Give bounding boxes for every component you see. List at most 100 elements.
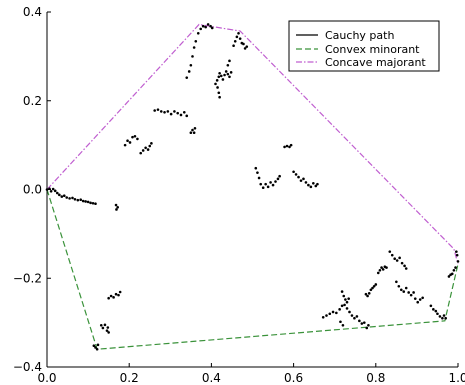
- cauchy-path-point: [60, 195, 64, 198]
- cauchy-path-point: [68, 197, 71, 200]
- cauchy-path-point: [112, 296, 115, 299]
- cauchy-path-point: [348, 310, 351, 314]
- cauchy-path-point: [105, 329, 109, 332]
- cauchy-path-point: [109, 294, 113, 298]
- cauchy-path-point: [335, 311, 338, 315]
- cauchy-path-point: [339, 320, 342, 324]
- cauchy-path-point: [302, 177, 305, 181]
- cauchy-path-point: [307, 183, 310, 187]
- cauchy-path-point: [223, 73, 226, 77]
- cauchy-path-point: [115, 208, 118, 211]
- cauchy-path-point: [185, 76, 189, 79]
- cauchy-path-point: [51, 187, 55, 191]
- cauchy-path-point: [297, 175, 300, 179]
- cauchy-path-point: [399, 288, 403, 292]
- cauchy-path-point: [62, 194, 66, 198]
- cauchy-path-point: [285, 144, 289, 148]
- cauchy-path-point: [156, 108, 160, 111]
- cauchy-path-point: [65, 196, 69, 199]
- cauchy-path-point: [228, 75, 231, 79]
- cauchy-path-point: [189, 131, 193, 134]
- cauchy-path-point: [187, 70, 191, 73]
- cauchy-path-point: [192, 131, 196, 134]
- cauchy-path-point: [114, 292, 118, 296]
- x-tick-label: 0.4: [202, 371, 221, 385]
- cauchy-path-point: [101, 326, 105, 330]
- cauchy-path-layer: [45, 23, 460, 351]
- cauchy-path-point: [338, 308, 341, 311]
- y-tick-label: −0.4: [13, 360, 42, 374]
- cauchy-path-point: [345, 307, 349, 310]
- cauchy-path-point: [94, 202, 97, 205]
- cauchy-path-point: [81, 199, 85, 203]
- x-tick-label: 0.0: [37, 371, 56, 385]
- legend-box: [288, 20, 440, 72]
- concave-majorant-line: [46, 23, 459, 265]
- concave-majorant-layer: [46, 23, 459, 265]
- cauchy-path-point: [378, 268, 382, 272]
- cauchy-path-point: [94, 346, 97, 349]
- legend: Cauchy path Convex minorant Concave majo…: [288, 20, 440, 72]
- cauchy-path-point: [176, 111, 179, 115]
- cauchy-path-point: [166, 110, 170, 113]
- cauchy-path-point: [395, 280, 398, 284]
- cauchy-path-point: [314, 184, 318, 188]
- cauchy-path-point: [215, 79, 219, 82]
- legend-label-convex-minorant: Convex minorant: [325, 43, 420, 56]
- cauchy-path-point: [343, 303, 346, 307]
- cauchy-path-point: [84, 200, 87, 203]
- cauchy-path-point: [71, 196, 74, 200]
- cauchy-path-point: [226, 63, 230, 67]
- cauchy-path-point: [144, 146, 147, 150]
- cauchy-path-point: [76, 198, 80, 202]
- y-tick-label: −0.2: [13, 271, 42, 285]
- cauchy-path-point: [276, 177, 280, 181]
- cauchy-path-point: [232, 44, 235, 48]
- x-tick-label: 0.6: [284, 371, 303, 385]
- cauchy-path-point: [235, 35, 239, 39]
- legend-label-cauchy-path: Cauchy path: [325, 29, 394, 42]
- cauchy-path-point: [271, 183, 275, 187]
- cauchy-path-point: [107, 296, 110, 300]
- cauchy-path-point: [73, 197, 77, 201]
- cauchy-path-point: [450, 272, 454, 276]
- cauchy-path-point: [201, 24, 205, 28]
- cauchy-path-point: [216, 86, 219, 89]
- cauchy-path-point: [407, 291, 410, 294]
- cauchy-path-point: [350, 314, 354, 317]
- x-tick-label: 0.2: [120, 371, 139, 385]
- cauchy-path-point: [150, 142, 153, 145]
- convex-minorant-line: [46, 189, 459, 350]
- cauchy-path-point: [91, 201, 95, 205]
- cauchy-path-point: [118, 290, 122, 294]
- cauchy-path-point: [347, 297, 350, 300]
- cauchy-path-point: [402, 290, 406, 293]
- cauchy-path-point: [304, 181, 308, 184]
- cauchy-path-point: [358, 319, 361, 323]
- cauchy-path-point: [218, 95, 221, 99]
- cauchy-path-point: [403, 264, 406, 268]
- cauchy-path-point: [196, 32, 200, 35]
- cauchy-path-point: [193, 126, 197, 130]
- cauchy-path-point: [245, 45, 249, 48]
- cauchy-path-point: [441, 316, 444, 320]
- cauchy-path-point: [436, 312, 439, 316]
- cauchy-path-point: [385, 266, 388, 269]
- cauchy-path-point: [148, 144, 152, 148]
- cauchy-path-point: [106, 326, 110, 329]
- cauchy-path-point: [114, 203, 118, 207]
- cauchy-path-point: [233, 39, 237, 43]
- cauchy-path-point: [173, 110, 176, 113]
- cauchy-path-point: [79, 198, 83, 202]
- cauchy-path-point: [123, 143, 127, 147]
- cauchy-path-point: [214, 82, 217, 86]
- cauchy-path-point: [92, 344, 96, 348]
- cauchy-path-point: [331, 310, 335, 314]
- cauchy-path-point: [395, 259, 399, 262]
- cauchy-path-point: [217, 91, 221, 95]
- cauchy-path-point: [95, 347, 99, 351]
- legend-label-concave-majorant: Concave majorant: [325, 56, 426, 69]
- cauchy-path-point: [199, 27, 203, 31]
- cauchy-path-point: [364, 292, 368, 296]
- cauchy-path-point: [58, 193, 61, 197]
